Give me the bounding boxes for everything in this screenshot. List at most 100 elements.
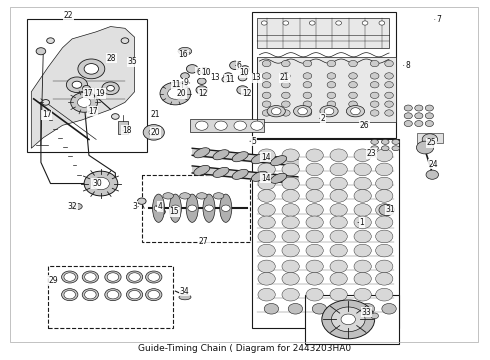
Circle shape	[262, 60, 271, 67]
Circle shape	[288, 303, 303, 314]
Text: 30: 30	[92, 179, 102, 188]
Ellipse shape	[146, 289, 162, 301]
Text: 2: 2	[321, 114, 326, 123]
Circle shape	[370, 110, 379, 116]
Circle shape	[282, 189, 299, 202]
Circle shape	[303, 101, 312, 107]
Circle shape	[306, 260, 323, 273]
Circle shape	[258, 230, 275, 243]
Text: 9: 9	[183, 78, 188, 87]
Circle shape	[271, 108, 281, 115]
Circle shape	[129, 273, 140, 281]
Circle shape	[160, 82, 191, 105]
Ellipse shape	[179, 294, 191, 300]
Text: 27: 27	[198, 237, 208, 246]
Circle shape	[330, 163, 347, 176]
Circle shape	[306, 163, 323, 176]
Circle shape	[385, 92, 393, 99]
Circle shape	[282, 149, 299, 162]
Circle shape	[371, 313, 378, 319]
Circle shape	[168, 88, 183, 99]
Ellipse shape	[152, 194, 165, 222]
Circle shape	[354, 288, 371, 301]
Text: 17: 17	[42, 110, 51, 119]
Circle shape	[282, 244, 299, 257]
Circle shape	[349, 60, 357, 67]
Text: 35: 35	[128, 57, 138, 66]
Circle shape	[258, 177, 275, 190]
Ellipse shape	[213, 167, 229, 177]
Bar	[252, 13, 396, 138]
Ellipse shape	[232, 169, 248, 179]
Circle shape	[376, 177, 393, 190]
Ellipse shape	[270, 156, 287, 166]
Text: 1: 1	[359, 218, 364, 227]
Circle shape	[382, 303, 396, 314]
Text: 34: 34	[179, 287, 189, 296]
Circle shape	[197, 78, 206, 84]
Circle shape	[157, 208, 165, 215]
Circle shape	[354, 149, 371, 162]
Circle shape	[370, 92, 379, 99]
Circle shape	[376, 244, 393, 257]
Circle shape	[137, 198, 146, 204]
Circle shape	[330, 230, 347, 243]
Circle shape	[349, 73, 357, 79]
Circle shape	[171, 205, 180, 211]
Circle shape	[282, 216, 299, 229]
Circle shape	[330, 189, 347, 202]
Ellipse shape	[346, 105, 365, 117]
Ellipse shape	[404, 105, 413, 111]
Ellipse shape	[146, 271, 162, 283]
Circle shape	[258, 260, 275, 273]
Circle shape	[262, 82, 271, 88]
Bar	[305, 294, 399, 344]
Ellipse shape	[62, 271, 78, 283]
Bar	[190, 119, 264, 132]
Bar	[48, 266, 173, 328]
Circle shape	[215, 121, 227, 130]
Circle shape	[42, 100, 49, 105]
Circle shape	[351, 108, 360, 115]
Circle shape	[376, 204, 393, 216]
Text: 14: 14	[261, 174, 270, 183]
Circle shape	[258, 163, 275, 176]
Circle shape	[196, 121, 208, 130]
Circle shape	[349, 92, 357, 99]
Ellipse shape	[180, 193, 190, 199]
Circle shape	[370, 82, 379, 88]
Text: 7: 7	[436, 15, 441, 24]
Circle shape	[224, 73, 233, 79]
Circle shape	[309, 21, 315, 25]
Circle shape	[258, 288, 275, 301]
Circle shape	[112, 114, 119, 119]
Ellipse shape	[105, 289, 121, 301]
Circle shape	[283, 21, 289, 25]
Ellipse shape	[270, 173, 287, 183]
Text: 16: 16	[179, 50, 188, 59]
Circle shape	[306, 273, 323, 285]
Text: 25: 25	[427, 139, 436, 148]
Ellipse shape	[425, 121, 434, 127]
Circle shape	[330, 216, 347, 229]
Circle shape	[282, 273, 299, 285]
Ellipse shape	[126, 271, 143, 283]
Text: 22: 22	[64, 12, 73, 21]
Circle shape	[303, 92, 312, 99]
Circle shape	[303, 73, 312, 79]
Text: 24: 24	[429, 159, 439, 168]
Circle shape	[282, 288, 299, 301]
Circle shape	[306, 244, 323, 257]
Text: 8: 8	[405, 61, 410, 70]
Circle shape	[281, 101, 290, 107]
Circle shape	[148, 291, 160, 299]
Ellipse shape	[392, 139, 400, 144]
Ellipse shape	[163, 193, 173, 199]
Circle shape	[281, 73, 290, 79]
Circle shape	[107, 291, 119, 299]
Circle shape	[258, 244, 275, 257]
Circle shape	[143, 125, 164, 140]
Circle shape	[181, 73, 189, 79]
Ellipse shape	[404, 121, 413, 127]
Text: 29: 29	[49, 276, 59, 285]
